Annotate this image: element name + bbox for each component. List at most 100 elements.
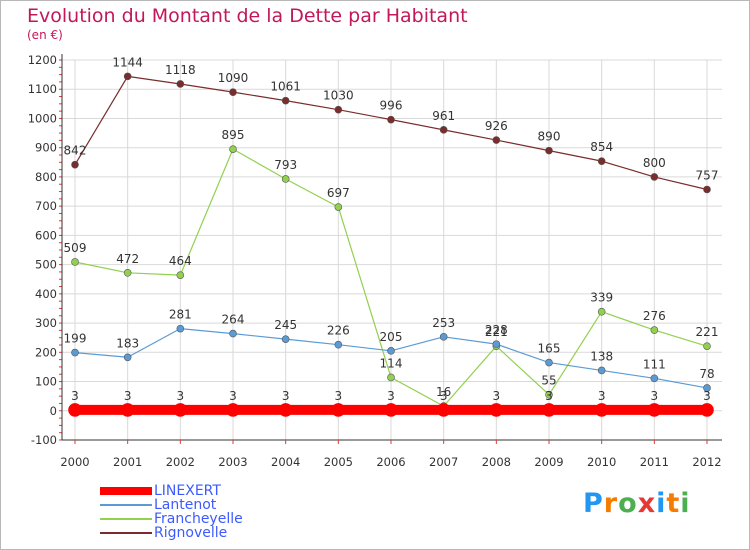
data-point bbox=[439, 333, 448, 341]
data-label: 3 bbox=[493, 389, 501, 403]
data-point bbox=[439, 126, 448, 134]
data-point bbox=[278, 403, 293, 417]
data-label: 3 bbox=[124, 389, 132, 403]
data-label: 3 bbox=[282, 389, 290, 403]
data-label: 3 bbox=[545, 389, 553, 403]
data-point bbox=[700, 403, 714, 417]
data-point bbox=[229, 329, 237, 338]
data-point bbox=[703, 384, 711, 392]
data-label: 55 bbox=[541, 374, 556, 388]
legend-label: Lantenot bbox=[154, 497, 217, 513]
x-tick-label: 2011 bbox=[640, 455, 669, 469]
data-label: 245 bbox=[274, 318, 297, 332]
data-label: 757 bbox=[696, 168, 719, 182]
x-tick-label: 2001 bbox=[113, 455, 142, 469]
data-label: 111 bbox=[643, 357, 666, 371]
data-label: 276 bbox=[643, 309, 666, 323]
data-point bbox=[71, 348, 79, 357]
x-tick-label: 2009 bbox=[534, 455, 563, 469]
data-label: 842 bbox=[64, 144, 87, 158]
logo-letter: t bbox=[666, 488, 681, 519]
data-label: 221 bbox=[696, 325, 719, 339]
data-point bbox=[703, 185, 711, 194]
data-point bbox=[597, 307, 606, 316]
x-tick-label: 2008 bbox=[482, 455, 511, 469]
data-point bbox=[68, 403, 82, 417]
data-label: 16 bbox=[436, 385, 451, 399]
data-label: 895 bbox=[222, 128, 245, 142]
data-label: 854 bbox=[590, 140, 613, 154]
y-tick-label: 300 bbox=[35, 316, 57, 330]
data-point bbox=[176, 80, 185, 88]
data-label: 226 bbox=[327, 324, 350, 338]
data-point bbox=[120, 403, 135, 417]
data-label: 3 bbox=[387, 389, 395, 403]
data-label: 183 bbox=[116, 336, 139, 350]
data-point bbox=[123, 268, 132, 277]
data-point bbox=[71, 160, 79, 169]
data-point bbox=[331, 403, 346, 417]
data-point bbox=[384, 403, 398, 417]
data-label: 464 bbox=[169, 254, 192, 268]
y-tick-label: 600 bbox=[35, 228, 57, 242]
logo-letter: x bbox=[637, 488, 657, 519]
data-point bbox=[334, 203, 343, 211]
chart-title: Evolution du Montant de la Dette par Hab… bbox=[27, 5, 468, 27]
data-label: 1030 bbox=[323, 89, 354, 103]
data-point bbox=[334, 105, 343, 114]
data-label: 961 bbox=[432, 109, 455, 123]
legend-label: Francheyelle bbox=[154, 511, 243, 527]
data-label: 339 bbox=[590, 291, 613, 305]
logo-letter: o bbox=[618, 488, 638, 519]
data-point bbox=[334, 340, 343, 349]
data-point bbox=[703, 342, 711, 350]
data-label: 1118 bbox=[165, 63, 196, 77]
data-label: 472 bbox=[116, 252, 139, 266]
data-point bbox=[492, 136, 501, 144]
data-label: 3 bbox=[177, 389, 185, 403]
data-label: 228 bbox=[485, 323, 508, 337]
data-point bbox=[387, 373, 395, 382]
x-tick-label: 2012 bbox=[692, 455, 721, 469]
data-label: 138 bbox=[590, 349, 613, 363]
x-tick-label: 2005 bbox=[324, 455, 353, 469]
data-point bbox=[597, 366, 606, 375]
data-point bbox=[229, 145, 237, 153]
y-tick-label: 0 bbox=[50, 404, 57, 418]
data-label: 3 bbox=[71, 389, 79, 403]
data-point bbox=[281, 96, 290, 105]
data-label: 264 bbox=[222, 313, 245, 327]
data-label: 890 bbox=[538, 130, 561, 144]
x-tick-label: 2010 bbox=[587, 455, 616, 469]
data-labels: 3 3 3 3 3 3 3 3 3 3 3 3 3 199 183 281 264 245 226 205 253 228… bbox=[64, 55, 719, 403]
data-point bbox=[650, 374, 659, 383]
data-point bbox=[545, 390, 553, 399]
logo-letter: P bbox=[583, 488, 604, 519]
data-point bbox=[545, 146, 553, 155]
data-point bbox=[123, 353, 132, 362]
x-tick-label: 2006 bbox=[376, 455, 405, 469]
data-point bbox=[492, 340, 501, 348]
data-point bbox=[176, 271, 185, 279]
data-label: 3 bbox=[598, 389, 606, 403]
logo-letter: i bbox=[656, 488, 667, 519]
data-point bbox=[123, 72, 132, 81]
data-point bbox=[436, 403, 451, 417]
data-label: 281 bbox=[169, 308, 192, 322]
data-label: 996 bbox=[380, 99, 403, 113]
data-point bbox=[71, 258, 79, 266]
data-label: 78 bbox=[699, 367, 714, 381]
axes: -100 0 100 200 300 400 500 600 700 800 900 1000 1100… bbox=[28, 53, 722, 469]
data-label: 3 bbox=[651, 389, 659, 403]
data-label: 3 bbox=[703, 389, 711, 403]
data-label: 793 bbox=[274, 158, 297, 172]
data-point bbox=[281, 335, 290, 343]
y-tick-label: 100 bbox=[35, 375, 57, 389]
legend-swatch bbox=[100, 518, 152, 520]
x-tick-label: 2007 bbox=[429, 455, 458, 469]
data-point bbox=[387, 347, 395, 355]
y-tick-label: 400 bbox=[35, 287, 57, 301]
data-point bbox=[542, 403, 556, 417]
data-label: 221 bbox=[485, 325, 508, 339]
